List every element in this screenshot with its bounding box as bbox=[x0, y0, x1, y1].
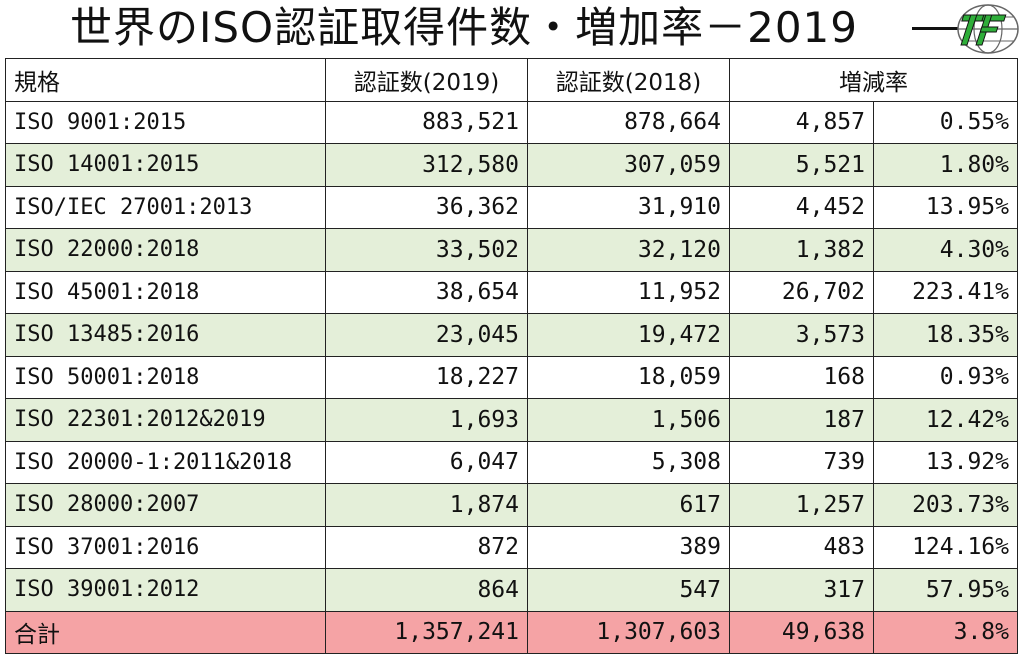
rate-cell: 203.73% bbox=[873, 483, 1018, 527]
count-2019-cell: 38,654 bbox=[325, 270, 528, 314]
total-count-2019-cell: 1,357,241 bbox=[325, 610, 528, 654]
count-2019-cell: 33,502 bbox=[325, 228, 528, 272]
diff-cell: 4,452 bbox=[729, 185, 874, 229]
diff-cell: 317 bbox=[729, 568, 874, 612]
title-dash-line bbox=[912, 27, 958, 30]
diff-cell: 4,857 bbox=[729, 100, 874, 144]
count-2018-cell: 11,952 bbox=[527, 270, 730, 314]
standard-cell: ISO 9001:2015 bbox=[5, 100, 326, 144]
count-2019-cell: 883,521 bbox=[325, 100, 528, 144]
rate-cell: 0.55% bbox=[873, 100, 1018, 144]
standard-cell: ISO/IEC 27001:2013 bbox=[5, 185, 326, 229]
standard-cell: ISO 28000:2007 bbox=[5, 483, 326, 527]
count-2018-cell: 389 bbox=[527, 525, 730, 569]
count-2018-cell: 547 bbox=[527, 568, 730, 612]
count-2019-cell: 18,227 bbox=[325, 355, 528, 399]
page-title: 世界のISO認証取得件数・増加率－2019 bbox=[70, 3, 858, 52]
count-2018-cell: 307,059 bbox=[527, 143, 730, 187]
count-2018-cell: 878,664 bbox=[527, 100, 730, 144]
diff-cell: 739 bbox=[729, 440, 874, 484]
standard-cell: ISO 39001:2012 bbox=[5, 568, 326, 612]
table-row: ISO 22000:2018 33,502 32,120 1,382 4.30% bbox=[5, 228, 1018, 272]
diff-cell: 5,521 bbox=[729, 143, 874, 187]
count-2019-cell: 6,047 bbox=[325, 440, 528, 484]
diff-cell: 1,382 bbox=[729, 228, 874, 272]
count-2019-cell: 23,045 bbox=[325, 313, 528, 357]
standard-cell: ISO 45001:2018 bbox=[5, 270, 326, 314]
count-2019-cell: 312,580 bbox=[325, 143, 528, 187]
rate-cell: 124.16% bbox=[873, 525, 1018, 569]
diff-cell: 1,257 bbox=[729, 483, 874, 527]
count-2018-cell: 18,059 bbox=[527, 355, 730, 399]
header-count-2018: 認証数(2018) bbox=[527, 58, 730, 102]
table-row: ISO 14001:2015 312,580 307,059 5,521 1.80% bbox=[5, 143, 1018, 187]
standard-cell: ISO 14001:2015 bbox=[5, 143, 326, 187]
table-row: ISO 22301:2012&2019 1,693 1,506 187 12.42% bbox=[5, 398, 1018, 442]
count-2019-cell: 864 bbox=[325, 568, 528, 612]
count-2018-cell: 19,472 bbox=[527, 313, 730, 357]
table-row: ISO 28000:2007 1,874 617 1,257 203.73% bbox=[5, 483, 1018, 527]
table-row: ISO 37001:2016 872 389 483 124.16% bbox=[5, 525, 1018, 569]
header-change: 増減率 bbox=[729, 58, 1018, 102]
standard-cell: ISO 20000-1:2011&2018 bbox=[5, 440, 326, 484]
count-2018-cell: 32,120 bbox=[527, 228, 730, 272]
count-2018-cell: 5,308 bbox=[527, 440, 730, 484]
rate-cell: 1.80% bbox=[873, 143, 1018, 187]
table-row: ISO 50001:2018 18,227 18,059 168 0.93% bbox=[5, 355, 1018, 399]
standard-cell: ISO 22000:2018 bbox=[5, 228, 326, 272]
rate-cell: 13.95% bbox=[873, 185, 1018, 229]
diff-cell: 483 bbox=[729, 525, 874, 569]
rate-cell: 13.92% bbox=[873, 440, 1018, 484]
table-row: ISO/IEC 27001:2013 36,362 31,910 4,452 13.95… bbox=[5, 185, 1018, 229]
total-standard-cell: 合計 bbox=[5, 610, 326, 654]
table-header-row: 規格 認証数(2019) 認証数(2018) 増減率 bbox=[5, 58, 1018, 102]
count-2019-cell: 1,693 bbox=[325, 398, 528, 442]
standard-cell: ISO 37001:2016 bbox=[5, 525, 326, 569]
standard-cell: ISO 22301:2012&2019 bbox=[5, 398, 326, 442]
total-row: 合計 1,357,241 1,307,603 49,638 3.8% bbox=[5, 610, 1018, 654]
header-standard: 規格 bbox=[5, 58, 326, 102]
rate-cell: 18.35% bbox=[873, 313, 1018, 357]
rate-cell: 223.41% bbox=[873, 270, 1018, 314]
iso-certification-table: 規格 認証数(2019) 認証数(2018) 増減率 ISO 9001:2015… bbox=[5, 58, 1018, 654]
count-2019-cell: 36,362 bbox=[325, 185, 528, 229]
count-2018-cell: 31,910 bbox=[527, 185, 730, 229]
diff-cell: 168 bbox=[729, 355, 874, 399]
rate-cell: 12.42% bbox=[873, 398, 1018, 442]
standard-cell: ISO 13485:2016 bbox=[5, 313, 326, 357]
rate-cell: 4.30% bbox=[873, 228, 1018, 272]
standard-cell: ISO 50001:2018 bbox=[5, 355, 326, 399]
count-2019-cell: 872 bbox=[325, 525, 528, 569]
diff-cell: 3,573 bbox=[729, 313, 874, 357]
count-2018-cell: 1,506 bbox=[527, 398, 730, 442]
rate-cell: 0.93% bbox=[873, 355, 1018, 399]
table-row: ISO 9001:2015 883,521 878,664 4,857 0.55% bbox=[5, 100, 1018, 144]
rate-cell: 57.95% bbox=[873, 568, 1018, 612]
total-count-2018-cell: 1,307,603 bbox=[527, 610, 730, 654]
table-row: ISO 39001:2012 864 547 317 57.95% bbox=[5, 568, 1018, 612]
total-rate-cell: 3.8% bbox=[873, 610, 1018, 654]
count-2018-cell: 617 bbox=[527, 483, 730, 527]
title-bar: 世界のISO認証取得件数・増加率－2019 bbox=[0, 0, 1024, 58]
header-count-2019: 認証数(2019) bbox=[325, 58, 528, 102]
count-2019-cell: 1,874 bbox=[325, 483, 528, 527]
total-diff-cell: 49,638 bbox=[729, 610, 874, 654]
table-row: ISO 45001:2018 38,654 11,952 26,702 223.41% bbox=[5, 270, 1018, 314]
tf-logo-icon bbox=[957, 4, 1019, 54]
diff-cell: 187 bbox=[729, 398, 874, 442]
table-row: ISO 20000-1:2011&2018 6,047 5,308 739 13.92% bbox=[5, 440, 1018, 484]
diff-cell: 26,702 bbox=[729, 270, 874, 314]
table-row: ISO 13485:2016 23,045 19,472 3,573 18.35% bbox=[5, 313, 1018, 357]
